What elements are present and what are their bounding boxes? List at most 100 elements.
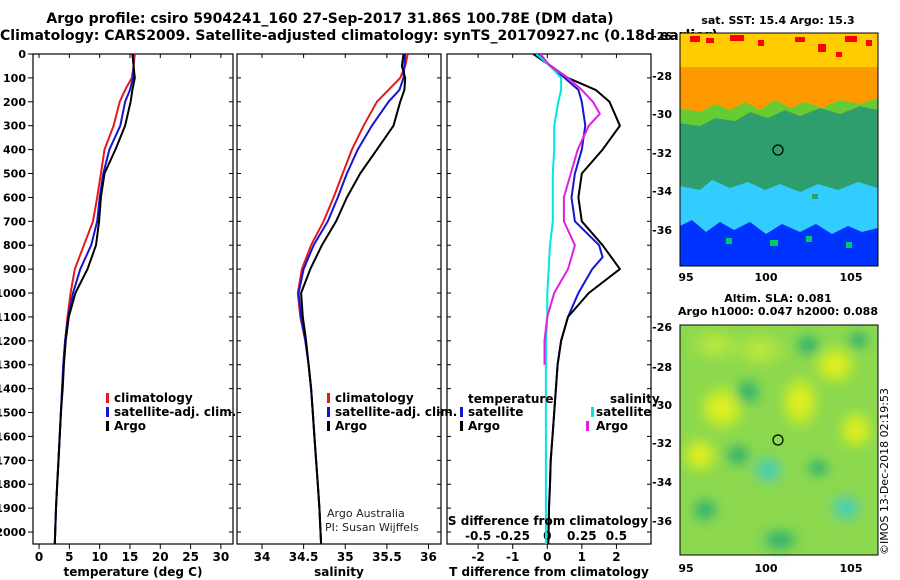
sst-lat-tick: -26 [652,30,672,43]
sst-map-frame [679,32,879,267]
sst-speckles [700,172,856,199]
x-tick-label: 1 [578,550,586,564]
x-tick-label: 2 [612,550,620,564]
sst-lon-tick: 100 [755,271,778,284]
argo-position-marker [772,434,784,446]
depth-tick-label: 1500 [0,407,26,420]
difference-frame [446,53,652,545]
sla-map-title2: Argo h1000: 0.047 h2000: 0.088 [678,305,878,318]
difference-xlabel: T difference from climatology [449,565,649,579]
x-tick-label: 0 [35,550,43,564]
depth-tick-label: 700 [3,215,26,228]
depth-tick-label: 1200 [0,335,26,348]
sst-patch [758,40,764,46]
depth-tick-label: 0 [18,48,26,61]
map-axis-labels: -26 -28 -30 -32 -34 -36 95 100 105 -26 -… [652,30,862,575]
sst-speckles-light [726,236,852,248]
depth-tick-label: 300 [3,120,26,133]
depth-tick-label: 1600 [0,430,26,443]
sla-lat-tick: -26 [652,321,672,334]
sla-yellow-patch [836,408,876,452]
sla-low-patch [844,328,872,352]
imos-credit: ©IMOS 13-Dec-2018 02:19:53 [878,388,891,555]
series-s-argo [539,54,601,365]
sst-lat-tick: -28 [652,70,672,83]
x-tick-label: 34 [254,550,271,564]
sla-lat-tick: -30 [652,399,672,412]
legend-swatch-t-satellite [460,407,463,417]
series-argo [300,54,407,544]
legend-label-t-satellite: satellite [468,405,523,419]
sla-light-patch [730,330,790,370]
salinity-legend: climatology satellite-adj. clim. Argo [327,391,457,433]
sst-speckle [850,176,856,182]
legend-label-s-argo: Argo [596,419,628,433]
legend-label-climatology: climatology [114,391,193,405]
credit-pi: PI: Susan Wijffels [325,521,419,534]
legend-swatch-satellite [327,407,330,417]
s-tick-label: 0.25 [567,529,597,543]
legend-swatch-t-argo [460,421,463,431]
s-tick-label: -0.25 [495,529,530,543]
credit-argo-australia: Argo Australia [327,507,405,520]
sla-lat-tick: -36 [652,515,672,528]
x-tick-label: 35.5 [372,550,402,564]
legend-swatch-satellite [106,407,109,417]
depth-tick-label: 900 [3,263,26,276]
x-tick-label: 34.5 [289,550,319,564]
argo-position-marker [772,144,784,156]
sla-low-patch [792,331,824,359]
depth-tick-label: 1700 [0,454,26,467]
sla-lat-tick: -32 [652,437,672,450]
x-tick-label: 10 [91,550,108,564]
sst-patch [690,36,700,42]
sst-lat-tick: -32 [652,147,672,160]
sla-low-patch [732,376,764,408]
sst-band-lightgreen [680,98,878,126]
depth-tick-label: 1300 [0,359,26,372]
x-tick-label: 30 [213,550,230,564]
sla-cyan-patch [826,490,866,526]
sst-speckle [806,236,812,242]
series-climatology [53,54,136,544]
sst-patch [845,36,857,42]
sla-low-patch [804,456,832,480]
sst-speckle [846,242,852,248]
x-tick-label: 20 [152,550,169,564]
figure-title-line1: Argo profile: csiro 5904241_160 27-Sep-2… [46,11,614,27]
s-tick-label: 0 [543,529,551,543]
sla-lon-tick: 95 [678,562,693,575]
sst-lon-tick: 95 [678,271,693,284]
legend-label-satellite: satellite-adj. clim. [335,405,457,419]
sla-lat-tick: -34 [652,476,672,489]
depth-tick-label: 1100 [0,311,26,324]
depth-tick-label: 200 [3,96,26,109]
x-tick-label: 5 [65,550,73,564]
sla-low-patch [689,495,721,525]
x-tick-label: 36 [420,550,437,564]
sla-lat-tick: -28 [652,361,672,374]
figure-title-line2: Climatology: CARS2009. Satellite-adjuste… [0,28,718,44]
depth-tick-label: 100 [3,72,26,85]
sst-lat-tick: -30 [652,108,672,121]
s-tick-label: -0.5 [465,529,491,543]
sst-patch [730,35,744,41]
legend-swatch-climatology [106,393,109,403]
x-tick-label: -1 [506,550,519,564]
legend-label-s-satellite: satellite [596,405,651,419]
difference-legend: temperature satellite Argo salinity sate… [460,392,660,433]
sla-light-patch [687,327,743,363]
series-satellite-adj-clim- [53,54,135,544]
sst-patch [866,40,872,46]
sla-yellow-patch [811,343,859,387]
depth-tick-label: 600 [3,191,26,204]
sst-patch [706,38,714,43]
legend-title-salinity: salinity [610,392,660,406]
series-argo [53,54,136,544]
depth-tick-label: 800 [3,239,26,252]
depth-tick-label: 1800 [0,478,26,491]
temperature-xlabel: temperature (deg C) [64,565,203,579]
sla-yellow-patch [680,435,720,475]
depth-tick-label: 2000 [0,526,26,539]
legend-label-argo: Argo [335,419,367,433]
